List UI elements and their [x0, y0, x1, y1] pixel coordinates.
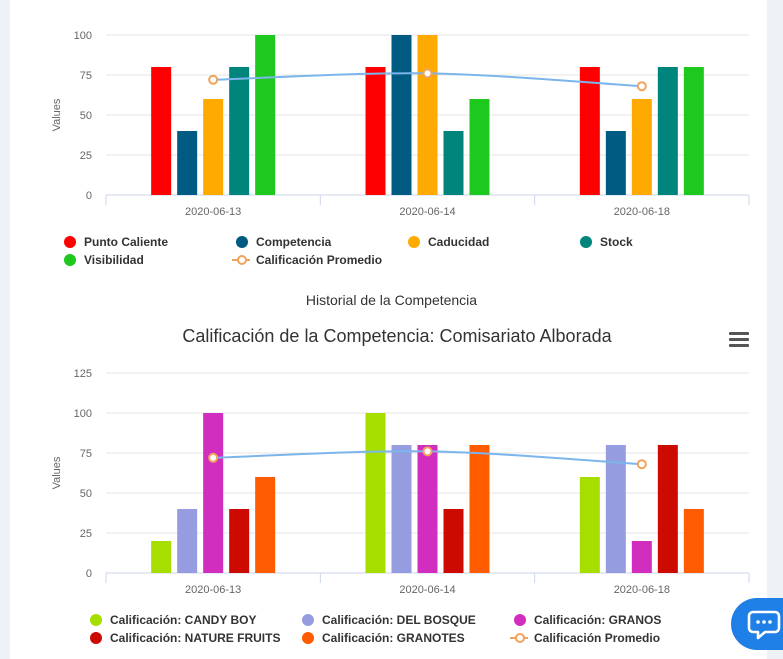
legend-label: Calificación: CANDY BOY [110, 613, 257, 627]
legend-label: Caducidad [428, 235, 490, 249]
line-point[interactable] [208, 452, 219, 463]
legend-label: Calificación: NATURE FRUITS [110, 631, 281, 645]
y-tick-label: 100 [74, 30, 92, 42]
bar[interactable] [443, 131, 464, 195]
x-tick-label: 2020-06-14 [399, 206, 455, 218]
y-tick-label: 50 [80, 488, 92, 500]
legend-dot-symbol [302, 632, 314, 644]
y-tick-label: 75 [80, 70, 92, 82]
bar[interactable] [177, 509, 198, 573]
legend-ring-symbol [515, 633, 525, 643]
bar[interactable] [469, 99, 490, 195]
y-tick-label: 125 [74, 368, 92, 380]
x-tick-label: 2020-06-18 [614, 584, 670, 596]
bar[interactable] [391, 35, 412, 195]
bar[interactable] [365, 67, 386, 195]
y-tick-label: 25 [80, 150, 92, 162]
bar[interactable] [657, 445, 678, 573]
bar[interactable] [229, 67, 250, 195]
bar[interactable] [683, 67, 704, 195]
legend-dot-symbol [64, 254, 76, 266]
legend-dot-symbol [90, 632, 102, 644]
y-tick-label: 0 [86, 568, 92, 580]
legend-dot-symbol [514, 614, 526, 626]
bar[interactable] [255, 35, 276, 195]
hamburger-line [729, 338, 749, 341]
chart-menu-button[interactable] [729, 332, 749, 350]
bar[interactable] [417, 445, 438, 573]
legend-label: Calificación: DEL BOSQUE [322, 613, 476, 627]
legend-dot-symbol [236, 236, 248, 248]
legend-dot-symbol [580, 236, 592, 248]
legend-ring-symbol [237, 255, 247, 265]
legend-label: Calificación Promedio [256, 253, 383, 267]
line-point[interactable] [208, 74, 219, 85]
bar[interactable] [177, 131, 198, 195]
legend-label: Stock [600, 235, 633, 249]
legend-label: Punto Caliente [84, 235, 169, 249]
legend-label: Calificación Promedio [534, 631, 661, 645]
x-tick-label: 2020-06-13 [185, 584, 241, 596]
line-point[interactable] [422, 68, 433, 79]
x-tick-label: 2020-06-13 [185, 206, 241, 218]
legend-dot-symbol [408, 236, 420, 248]
bar[interactable] [255, 477, 276, 573]
y-tick-label: 100 [74, 408, 92, 420]
legend-dot-symbol [302, 614, 314, 626]
y-axis-label: Values [51, 456, 63, 489]
x-tick-label: 2020-06-18 [614, 206, 670, 218]
bar[interactable] [657, 67, 678, 195]
bar[interactable] [579, 477, 600, 573]
bar[interactable] [203, 99, 224, 195]
bar[interactable] [151, 541, 172, 573]
bar[interactable] [469, 445, 490, 573]
chart-title: Calificación de la Competencia: Comisari… [182, 326, 612, 346]
legend-label: Competencia [256, 235, 332, 249]
x-tick-label: 2020-06-14 [399, 584, 455, 596]
hamburger-menu-icon [729, 332, 749, 335]
bar[interactable] [417, 35, 438, 195]
y-tick-label: 0 [86, 190, 92, 202]
bar[interactable] [229, 509, 250, 573]
hamburger-line [729, 344, 749, 347]
bar[interactable] [443, 509, 464, 573]
chat-bubble-icon [747, 610, 781, 640]
y-tick-label: 25 [80, 528, 92, 540]
legend-label: Visibilidad [84, 253, 144, 267]
bar[interactable] [151, 67, 172, 195]
bar[interactable] [631, 99, 652, 195]
y-tick-label: 75 [80, 448, 92, 460]
legend-dot-symbol [64, 236, 76, 248]
bar[interactable] [683, 509, 704, 573]
line-point[interactable] [422, 446, 433, 457]
bar[interactable] [605, 131, 626, 195]
line-point[interactable] [636, 459, 647, 470]
section-title: Historial de la Competencia [305, 292, 478, 308]
y-axis-label: Values [51, 98, 63, 131]
line-point[interactable] [636, 81, 647, 92]
bar[interactable] [391, 445, 412, 573]
legend-label: Calificación: GRANOTES [322, 631, 465, 645]
chart-top: 0 25 50 75 100 2020-06-13 2020-06-14 2020-06-18… [51, 30, 750, 218]
bar[interactable] [579, 67, 600, 195]
bar[interactable] [631, 541, 652, 573]
chat-button[interactable] [731, 598, 783, 650]
bar[interactable] [365, 413, 386, 573]
legend-label: Calificación: GRANOS [534, 613, 662, 627]
bar[interactable] [203, 413, 224, 573]
y-tick-label: 50 [80, 110, 92, 122]
bar[interactable] [605, 445, 626, 573]
legend-dot-symbol [90, 614, 102, 626]
chart-bottom: Calificación de la Competencia: Comisari… [51, 326, 750, 596]
